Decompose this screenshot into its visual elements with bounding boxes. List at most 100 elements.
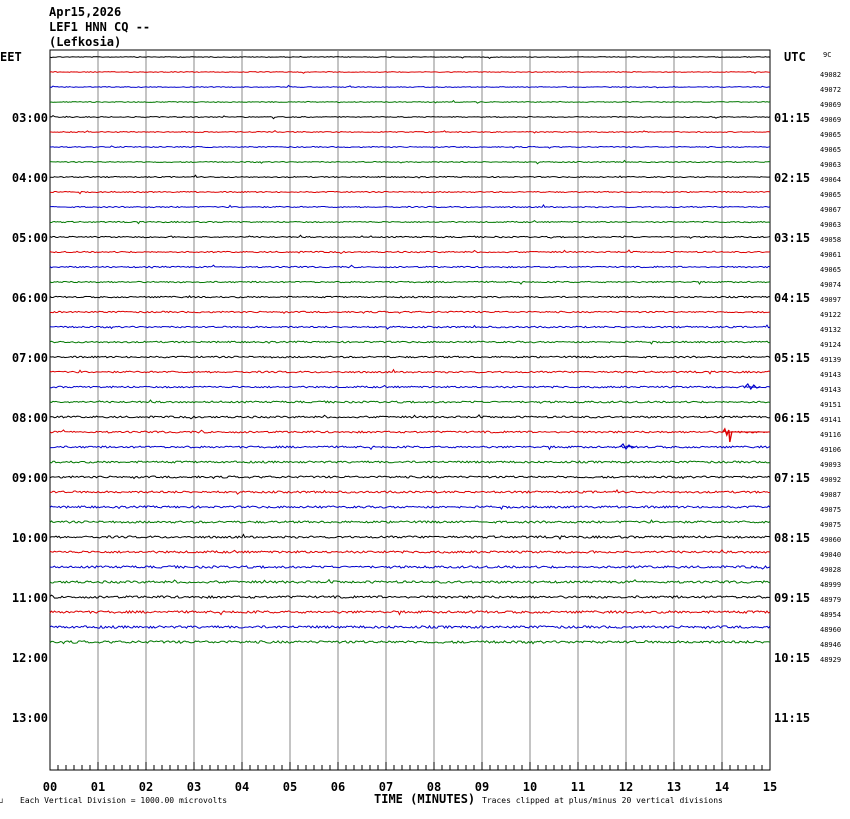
left-time-label: 13:00 [12,711,48,725]
trace-line-26 [49,445,771,451]
trace-value-label: 49106 [820,446,841,454]
scale-note: Each Vertical Division = 1000.00 microvo… [20,796,227,805]
trace-line-34 [49,565,771,570]
right-time-label: 01:15 [774,111,810,125]
trace-line-38 [49,624,771,630]
trace-line-25 [49,429,771,434]
x-tick-label: 11 [571,780,585,794]
trace-line-5 [49,130,771,134]
left-time-label: 04:00 [12,171,48,185]
trace-value-label: 49067 [820,206,841,214]
trace-line-10 [50,204,771,209]
left-time-label: 05:00 [12,231,48,245]
trace-value-label: 49064 [820,176,841,184]
trace-line-30 [49,505,771,511]
trace-line-6 [49,145,771,149]
x-tick-label: 15 [763,780,777,794]
trace-value-label: 49028 [820,566,841,574]
trace-value-label: 49060 [820,536,841,544]
trace-line-8 [49,174,771,179]
trace-line-11 [49,219,771,225]
trace-value-label: 49082 [820,71,841,79]
trace-event-0 [722,427,733,443]
trace-line-24 [49,413,771,420]
trace-value-label: 48960 [820,626,841,634]
left-time-label: 11:00 [12,591,48,605]
trace-line-27 [49,460,771,464]
trace-value-label: 49139 [820,356,841,364]
trace-value-label: 49097 [820,296,841,304]
trace-line-21 [49,368,771,375]
left-zone-label: EET [0,50,22,64]
trace-line-13 [49,249,771,255]
trace-value-label: 49069 [820,116,841,124]
trace-line-28 [49,475,771,480]
x-tick-label: 03 [187,780,201,794]
x-tick-label: 10 [523,780,537,794]
x-tick-label: 13 [667,780,681,794]
left-time-label: 09:00 [12,471,48,485]
scale-header: 9C [823,51,831,59]
left-time-labels: 03:00 04:00 05:00 06:00 07:00 08:00 09:00 10:00… [12,111,48,725]
trace-value-label: 49075 [820,506,841,514]
trace-line-0 [49,55,771,60]
left-time-label: 07:00 [12,351,48,365]
right-time-label: 10:15 [774,651,810,665]
trace-line-31 [49,519,771,524]
right-time-label: 11:15 [774,711,810,725]
left-time-label: 10:00 [12,531,48,545]
trace-value-label: 49072 [820,86,841,94]
right-time-label: 04:15 [774,291,810,305]
clip-note: Traces clipped at plus/minus 20 vertical… [482,796,723,805]
left-time-label: 03:00 [12,111,48,125]
trace-line-32 [49,533,771,541]
right-zone-label: UTC [784,50,806,64]
trace-value-label: 49143 [820,371,841,379]
trace-value-label: 48954 [820,611,841,619]
trace-line-19 [49,340,771,345]
trace-value-label: 49040 [820,551,841,559]
trace-line-37 [49,609,771,616]
trace-line-1 [49,71,771,74]
corner-mark: ┘ [0,798,4,807]
left-time-label: 12:00 [12,651,48,665]
trace-value-label: 49151 [820,401,841,409]
right-time-label: 02:15 [774,171,810,185]
trace-line-4 [49,114,771,120]
trace-value-label: 49075 [820,521,841,529]
trace-value-label: 49063 [820,221,841,229]
header-location: (Lefkosia) [49,35,121,49]
x-tick-label: 06 [331,780,345,794]
trace-value-label: 49065 [820,146,841,154]
x-tick-label: 05 [283,780,297,794]
trace-line-17 [49,310,771,315]
trace-value-label: 49116 [820,431,841,439]
trace-line-33 [49,548,771,554]
x-tick-label: 14 [715,780,729,794]
trace-value-label: 49061 [820,251,841,259]
right-time-label: 05:15 [774,351,810,365]
trace-line-36 [49,594,771,599]
trace-line-16 [49,295,771,299]
minute-gridlines [97,50,723,770]
trace-value-label: 49069 [820,101,841,109]
trace-line-29 [49,488,771,495]
x-tick-label: 08 [427,780,441,794]
trace-line-39 [49,640,771,645]
trace-line-12 [49,234,771,239]
x-axis-ticks [49,762,771,770]
trace-value-label: 49087 [820,491,841,499]
trace-line-7 [49,159,771,165]
trace-value-label: 49058 [820,236,841,244]
plot-frame [49,49,771,771]
trace-value-label: 48979 [820,596,841,604]
trace-line-2 [49,84,771,89]
x-tick-label: 12 [619,780,633,794]
trace-value-label: 49143 [820,386,841,394]
right-time-label: 06:15 [774,411,810,425]
x-tick-label: 01 [91,780,105,794]
trace-line-35 [49,578,771,584]
trace-lines [49,55,771,645]
